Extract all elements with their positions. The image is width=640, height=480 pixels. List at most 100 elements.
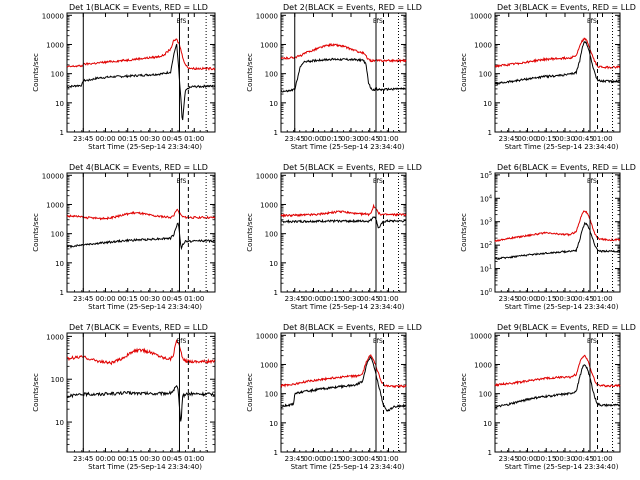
x-tick-label: 00:15 xyxy=(322,135,342,143)
y-tick-label: 10000 xyxy=(256,332,278,340)
plot-frame xyxy=(280,12,407,133)
chart-panel-8: Det 8(BLACK = Events, RED = LLD Counts/se… xyxy=(246,323,422,471)
chart-panel-2: Det 2(BLACK = Events, RED = LLD Counts/se… xyxy=(246,3,422,151)
y-axis-label: Counts/sec xyxy=(246,373,254,412)
series-line-black xyxy=(66,222,216,251)
y-tick-label: 1 xyxy=(60,129,64,137)
x-tick-label: 00:45 xyxy=(162,455,182,463)
y-tick-label: 10000 xyxy=(256,12,278,20)
y-axis-label: Counts/sec xyxy=(246,213,254,252)
x-tick-label: 00:45 xyxy=(574,135,594,143)
y-tick-label: 101 xyxy=(480,265,492,274)
annotation-label: S xyxy=(182,18,186,25)
annotation-label: Ef xyxy=(373,178,380,185)
x-tick-label: 00:00 xyxy=(95,295,115,303)
annotation-label: S xyxy=(379,338,383,345)
annotation-label: Ef xyxy=(176,18,183,25)
x-tick-label: 23:45 xyxy=(73,135,93,143)
x-axis-label: Start Time (25-Sep-14 23:34:40) xyxy=(88,143,202,151)
y-tick-label: 1000 xyxy=(474,361,492,369)
chart-title: Det 4(BLACK = Events, RED = LLD xyxy=(69,163,208,172)
y-tick-label: 10000 xyxy=(42,172,64,180)
plot-frame xyxy=(494,172,621,293)
x-tick-label: 23:45 xyxy=(499,135,519,143)
chart-title: Det 1(BLACK = Events, RED = LLD xyxy=(69,3,208,12)
chart-title: Det 6(BLACK = Events, RED = LLD xyxy=(497,163,636,172)
y-tick-label: 1000 xyxy=(260,361,278,369)
chart-title: Det 7(BLACK = Events, RED = LLD xyxy=(69,323,208,332)
chart-title: Det 3(BLACK = Events, RED = LLD xyxy=(497,3,636,12)
annotation-label: S xyxy=(182,338,186,345)
annotation-label: Ef xyxy=(587,18,594,25)
y-tick-label: 1 xyxy=(60,289,64,297)
annotation-label: Ef xyxy=(176,338,183,345)
y-tick-label: 1 xyxy=(488,449,492,457)
series-line-red xyxy=(494,210,621,243)
series-line-red xyxy=(66,208,216,221)
plot-frame xyxy=(66,172,216,293)
series-line-red xyxy=(280,42,407,64)
annotation-label: S xyxy=(593,18,597,25)
annotation-label: Ef xyxy=(176,178,183,185)
y-tick-label: 103 xyxy=(480,218,492,227)
series-line-black xyxy=(280,216,407,229)
y-tick-label: 10 xyxy=(269,420,278,428)
annotation-label: S xyxy=(593,338,597,345)
x-tick-label: 01:00 xyxy=(592,135,612,143)
x-tick-label: 00:45 xyxy=(574,455,594,463)
x-tick-label: 00:15 xyxy=(536,455,556,463)
chart-panel-1: Det 1(BLACK = Events, RED = LLD Counts/se… xyxy=(32,3,216,151)
chart-title: Det 5(BLACK = Events, RED = LLD xyxy=(283,163,422,172)
x-tick-label: 00:45 xyxy=(162,295,182,303)
y-tick-label: 1000 xyxy=(46,201,64,209)
y-tick-label: 10000 xyxy=(470,12,492,20)
y-tick-label: 100 xyxy=(51,231,64,239)
series-line-red xyxy=(280,354,407,389)
y-tick-label: 10 xyxy=(55,260,64,268)
y-tick-label: 1 xyxy=(274,449,278,457)
series-line-red xyxy=(66,38,216,71)
annotation-label: S xyxy=(182,178,186,185)
chart-panel-5: Det 5(BLACK = Events, RED = LLD Counts/se… xyxy=(246,163,422,311)
x-tick-label: 00:15 xyxy=(322,455,342,463)
annotation-label: S xyxy=(379,18,383,25)
series-line-red xyxy=(280,203,407,218)
series-line-black xyxy=(280,57,407,93)
x-axis-label: Start Time (25-Sep-14 23:34:40) xyxy=(88,463,202,471)
y-tick-label: 10 xyxy=(269,100,278,108)
x-tick-label: 01:00 xyxy=(592,455,612,463)
y-tick-label: 100 xyxy=(51,71,64,79)
y-tick-label: 1 xyxy=(274,289,278,297)
plot-frame xyxy=(66,12,216,133)
series-line-black xyxy=(494,364,621,409)
x-tick-label: 00:30 xyxy=(140,455,160,463)
annotation-label: Ef xyxy=(373,18,380,25)
series-line-black xyxy=(494,221,621,260)
series-line-red xyxy=(66,339,216,366)
y-tick-label: 1 xyxy=(488,129,492,137)
y-axis-label: Counts/sec xyxy=(460,373,468,412)
y-tick-label: 102 xyxy=(480,241,492,250)
chart-panel-6: Det 6(BLACK = Events, RED = LLD Counts/se… xyxy=(460,163,636,311)
annotation-label: S xyxy=(593,178,597,185)
x-axis-label: Start Time (25-Sep-14 23:34:40) xyxy=(291,143,405,151)
y-axis-label: Counts/sec xyxy=(32,373,40,412)
x-axis-label: Start Time (25-Sep-14 23:34:40) xyxy=(291,303,405,311)
y-axis-label: Counts/sec xyxy=(32,53,40,92)
y-tick-label: 10 xyxy=(55,419,64,427)
x-axis-label: Start Time (25-Sep-14 23:34:40) xyxy=(88,303,202,311)
annotation-label: Ef xyxy=(587,338,594,345)
x-tick-label: 00:30 xyxy=(341,135,361,143)
y-tick-label: 10 xyxy=(55,100,64,108)
y-axis-label: Counts/sec xyxy=(32,213,40,252)
chart-panel-4: Det 4(BLACK = Events, RED = LLD Counts/se… xyxy=(32,163,216,311)
y-tick-label: 105 xyxy=(480,171,492,180)
x-tick-label: 00:30 xyxy=(341,455,361,463)
x-axis-label: Start Time (25-Sep-14 23:34:40) xyxy=(505,463,619,471)
y-tick-label: 1000 xyxy=(474,41,492,49)
y-tick-label: 100 xyxy=(265,71,278,79)
x-tick-label: 00:00 xyxy=(517,135,537,143)
x-tick-label: 00:00 xyxy=(95,455,115,463)
y-tick-label: 1000 xyxy=(46,333,64,341)
